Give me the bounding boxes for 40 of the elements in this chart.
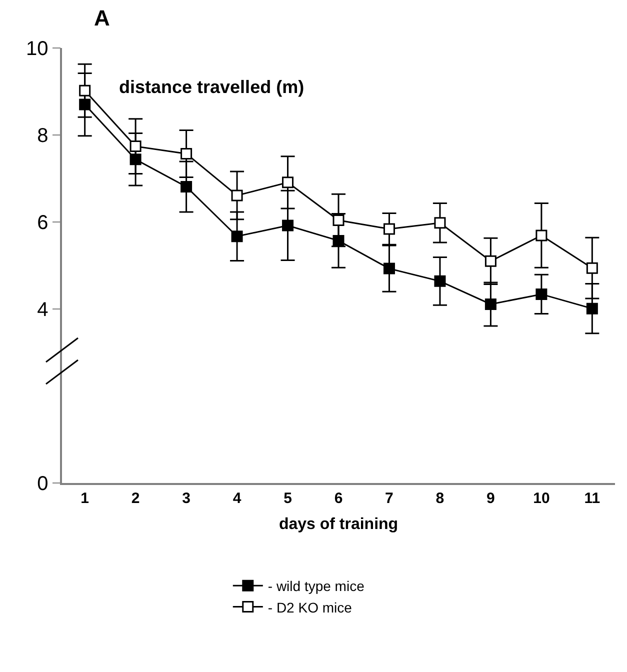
legend-label: - wild type mice — [268, 578, 365, 594]
point — [332, 214, 344, 226]
y-tick-label: 10 — [26, 38, 48, 60]
point — [130, 140, 142, 152]
point — [434, 275, 446, 287]
point — [180, 148, 192, 160]
x-tick-label: 9 — [486, 490, 495, 507]
point — [383, 223, 395, 235]
x-tick-label: 1 — [80, 490, 89, 507]
point — [536, 230, 548, 242]
point — [484, 255, 496, 267]
x-tick-label: 5 — [284, 490, 292, 507]
point — [282, 220, 294, 232]
point — [180, 181, 192, 193]
x-tick-label: 10 — [533, 490, 550, 507]
x-tick-label: 6 — [334, 490, 343, 507]
x-tick-label: 3 — [182, 490, 190, 507]
y-tick-label: 0 — [37, 473, 48, 495]
chart-title: A — [94, 5, 110, 30]
point — [484, 298, 496, 310]
point — [536, 288, 548, 300]
point — [79, 84, 91, 96]
x-tick-label: 7 — [385, 490, 394, 507]
x-tick-label: 2 — [131, 490, 140, 507]
x-tick-label: 4 — [232, 490, 242, 507]
y-tick-label: 4 — [37, 299, 48, 321]
point — [231, 190, 243, 202]
x-axis-title: days of training — [278, 516, 398, 533]
point — [586, 302, 598, 314]
point — [586, 262, 598, 274]
x-tick-label: 11 — [584, 490, 600, 507]
point — [231, 230, 243, 242]
y-tick-label: 8 — [37, 125, 48, 147]
point — [383, 262, 395, 274]
x-tick-label: 8 — [436, 490, 444, 507]
legend-label: - D2 KO mice — [268, 599, 352, 616]
point — [434, 217, 446, 229]
annotation: distance travelled (m) — [119, 77, 304, 97]
y-tick-label: 6 — [37, 212, 48, 234]
point — [282, 176, 294, 188]
